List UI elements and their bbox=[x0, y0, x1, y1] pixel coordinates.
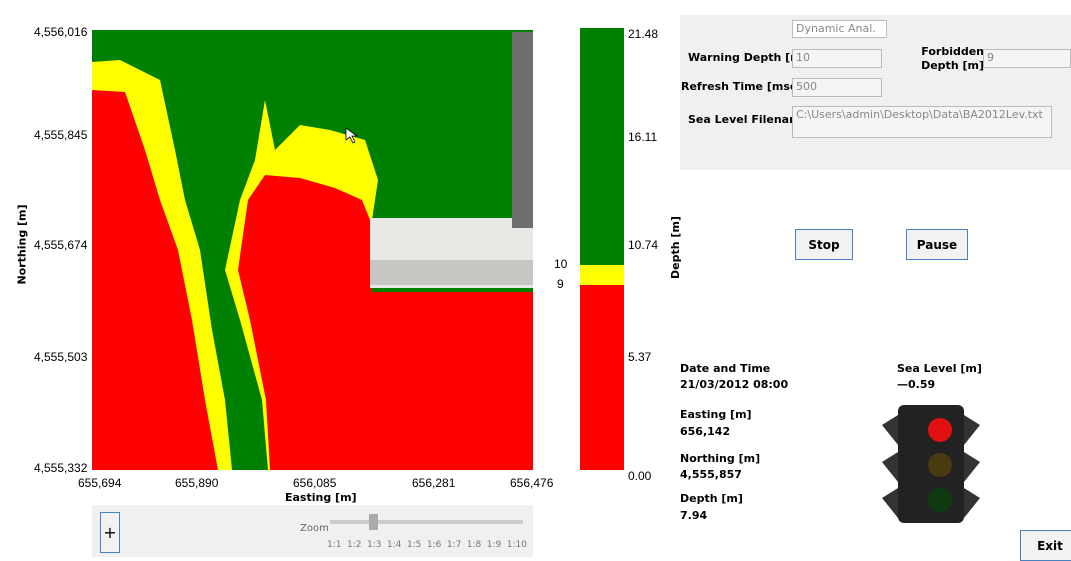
zoom-level: 1:4 bbox=[387, 540, 401, 550]
traffic-light-wing bbox=[882, 415, 898, 445]
forbidden-marker: 9 bbox=[557, 277, 564, 291]
refresh-label: Refresh Time [msec] bbox=[681, 80, 809, 93]
colorbar-tick: 16.11 bbox=[628, 130, 657, 144]
amber-lamp bbox=[928, 453, 952, 477]
pier-shadow bbox=[370, 260, 533, 285]
sea-level-label: Sea Level [m] bbox=[897, 362, 982, 375]
x-tick-label: 656,476 bbox=[510, 476, 553, 490]
x-tick-label: 656,281 bbox=[412, 476, 455, 490]
sea-level-value: —0.59 bbox=[897, 378, 935, 391]
app: 4,556,016 4,555,845 4,555,674 4,555,503 … bbox=[0, 0, 1071, 559]
depth-value: 7.94 bbox=[680, 509, 707, 522]
y-tick-label: 4,555,503 bbox=[34, 350, 87, 364]
zoom-label: Zoom bbox=[300, 523, 329, 534]
exit-button[interactable]: Exit bbox=[1020, 530, 1071, 561]
traffic-light-wing bbox=[964, 488, 980, 518]
zoom-level: 1:1 bbox=[327, 540, 341, 550]
traffic-light-wing bbox=[964, 452, 980, 482]
easting-label: Easting [m] bbox=[680, 408, 752, 421]
colorbar-tick: 21.48 bbox=[628, 27, 658, 41]
y-tick-label: 4,556,016 bbox=[34, 25, 87, 39]
x-tick-label: 655,890 bbox=[175, 476, 218, 490]
zoom-level: 1:2 bbox=[347, 540, 361, 550]
zoom-in-button[interactable]: + bbox=[100, 512, 120, 553]
warning-label: Warning Depth [m] bbox=[688, 51, 807, 64]
depth-label: Depth [m] bbox=[680, 492, 743, 505]
traffic-light-wing bbox=[964, 415, 980, 445]
colorbar-tick: 0.00 bbox=[628, 469, 651, 483]
colorbar-warning bbox=[580, 265, 624, 285]
green-lamp bbox=[928, 488, 952, 512]
y-tick-label: 4,555,674 bbox=[34, 238, 87, 252]
zoom-level: 1:10 bbox=[507, 540, 527, 550]
refresh-input[interactable]: 500 bbox=[792, 78, 882, 97]
colorbar-forbidden bbox=[580, 285, 624, 470]
colorbar-deep bbox=[580, 28, 624, 265]
forbidden-label: Forbidden Depth [m] bbox=[888, 45, 984, 73]
filename-label: Sea Level Filename bbox=[688, 113, 808, 126]
zoom-levels: 1:1 1:2 1:3 1:4 1:5 1:6 1:7 1:8 1:9 1:10 bbox=[327, 540, 527, 550]
colorbar-tick: 10.74 bbox=[628, 238, 658, 252]
y-tick-label: 4,555,845 bbox=[34, 128, 87, 142]
northing-value: 4,555,857 bbox=[680, 468, 742, 481]
mode-dropdown[interactable]: Dynamic Anal. bbox=[792, 20, 887, 38]
warning-input[interactable]: 10 bbox=[792, 49, 882, 68]
zoom-level: 1:6 bbox=[427, 540, 441, 550]
date-value: 21/03/2012 08:00 bbox=[680, 378, 788, 391]
zoom-level: 1:5 bbox=[407, 540, 421, 550]
stop-button[interactable]: Stop bbox=[795, 229, 853, 260]
y-tick-label: 4,555,332 bbox=[34, 461, 87, 475]
pause-button[interactable]: Pause bbox=[906, 229, 968, 260]
traffic-light-wing bbox=[882, 452, 898, 482]
zoom-level: 1:9 bbox=[487, 540, 501, 550]
zoom-thumb[interactable] bbox=[369, 514, 378, 530]
warning-marker: 10 bbox=[554, 257, 567, 271]
quay bbox=[512, 32, 533, 228]
y-axis-label: Northing [m] bbox=[16, 204, 29, 284]
x-tick-label: 655,694 bbox=[78, 476, 121, 490]
colorbar-label: Depth [m] bbox=[669, 216, 682, 279]
forbidden-input[interactable]: 9 bbox=[983, 49, 1071, 68]
red-lamp bbox=[928, 418, 952, 442]
x-tick-label: 656,085 bbox=[293, 476, 336, 490]
zoom-level: 1:7 bbox=[447, 540, 461, 550]
x-axis-label: Easting [m] bbox=[285, 491, 357, 504]
northing-label: Northing [m] bbox=[680, 452, 760, 465]
date-label: Date and Time bbox=[680, 362, 770, 375]
zoom-level: 1:8 bbox=[467, 540, 481, 550]
colorbar-tick: 5.37 bbox=[628, 350, 651, 364]
traffic-light-wing bbox=[882, 488, 898, 518]
easting-value: 656,142 bbox=[680, 425, 730, 438]
filename-input[interactable]: C:\Users\admin\Desktop\Data\BA2012Lev.tx… bbox=[792, 106, 1052, 138]
zoom-level: 1:3 bbox=[367, 540, 381, 550]
